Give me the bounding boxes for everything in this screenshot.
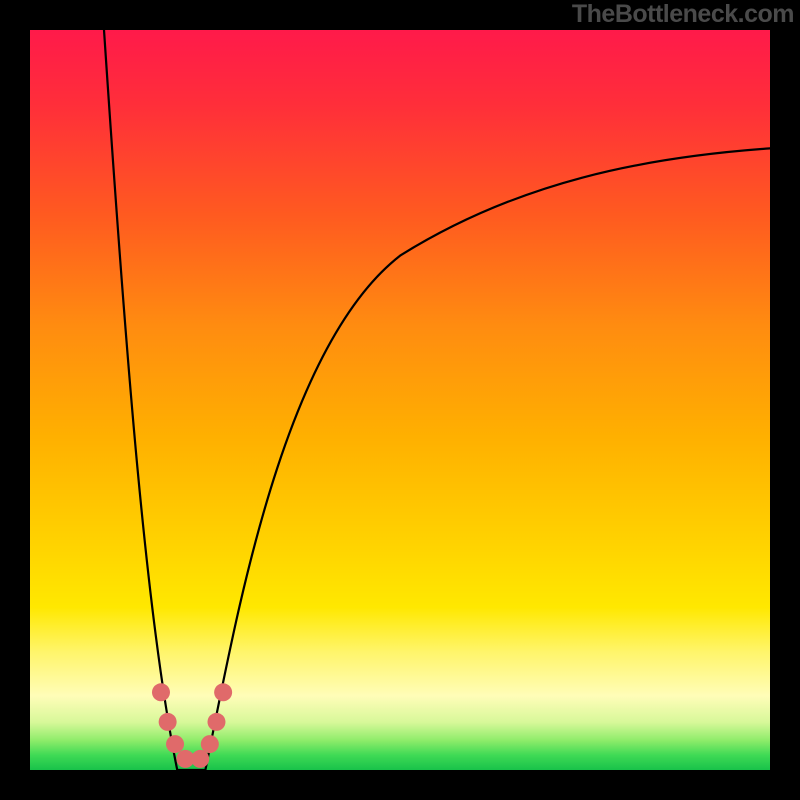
curve-dot xyxy=(214,683,232,701)
curve-dot xyxy=(201,735,219,753)
curve-dot xyxy=(191,750,209,768)
curve-dot xyxy=(166,735,184,753)
plot-area xyxy=(30,30,770,770)
bottleneck-chart-svg xyxy=(0,0,800,800)
curve-dot xyxy=(207,713,225,731)
curve-dot xyxy=(152,683,170,701)
watermark-text: TheBottleneck.com xyxy=(572,0,794,29)
chart-container: TheBottleneck.com xyxy=(0,0,800,800)
curve-dot xyxy=(159,713,177,731)
